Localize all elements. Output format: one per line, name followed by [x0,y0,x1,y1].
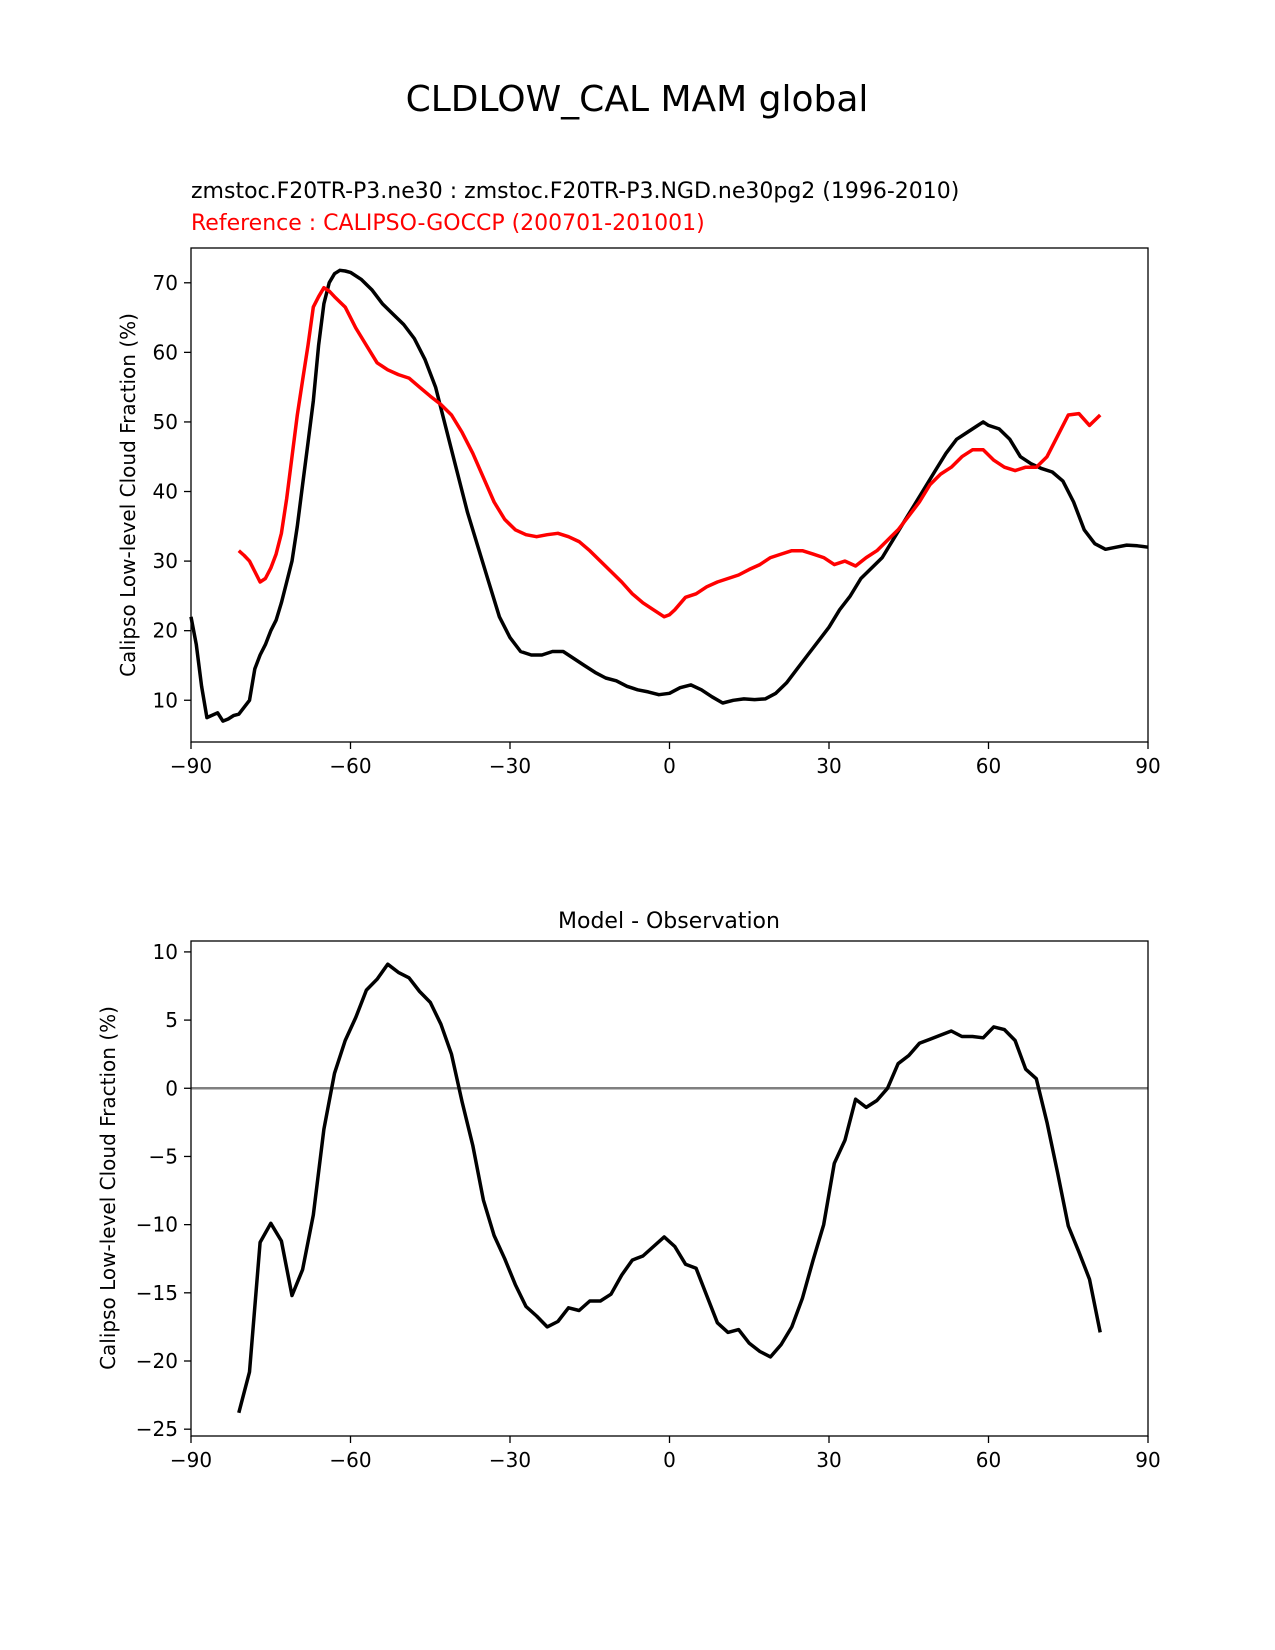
top-y-tick-label: 50 [153,410,178,434]
bottom-y-tick-label: −5 [149,1144,178,1168]
top-panel-title-test: zmstoc.F20TR-P3.ne30 : zmstoc.F20TR-P3.N… [191,179,959,204]
top-x-tick-label: −30 [489,754,531,778]
top-x-tick-label: 0 [663,754,676,778]
bottom-y-axis-label: Calipso Low-level Cloud Fraction (%) [96,1006,120,1370]
top-x-tick-label: 60 [976,754,1001,778]
bottom-y-tick-label: 5 [165,1008,178,1032]
top-y-tick-label: 60 [153,340,178,364]
bottom-x-tick-label: −90 [170,1448,212,1472]
bottom-y-tick-label: −15 [136,1281,178,1305]
bottom-panel: Model - Observation −90 −60 −30 0 30 60 90 10 5 0… [96,909,1161,1472]
bottom-x-tick-label: −60 [329,1448,371,1472]
bottom-x-tick-label: 30 [816,1448,841,1472]
top-y-tick-label: 20 [153,619,178,643]
bottom-series-line-0 [237,962,1102,1414]
top-x-tick-label: 90 [1135,754,1160,778]
top-panel-title-reference: Reference : CALIPSO-GOCCP (200701-201001… [191,211,705,236]
bottom-y-tick-label: 10 [153,940,178,964]
bottom-x-tick-label: −30 [489,1448,531,1472]
bottom-panel-title: Model - Observation [558,909,780,934]
top-y-tick-label: 10 [153,688,178,712]
bottom-y-tick-label: −25 [136,1417,178,1441]
bottom-x-tick-label: 90 [1135,1448,1160,1472]
bottom-y-tick-label: −20 [136,1349,178,1373]
top-x-tick-label: 30 [816,754,841,778]
bottom-x-tick-label: 0 [663,1448,676,1472]
top-series-line-0 [189,268,1149,723]
top-x-tick-label: −60 [329,754,371,778]
top-x-tick-label: −90 [170,754,212,778]
bottom-x-tick-label: 60 [976,1448,1001,1472]
top-panel: zmstoc.F20TR-P3.ne30 : zmstoc.F20TR-P3.N… [116,179,1161,778]
top-y-tick-label: 40 [153,480,178,504]
top-y-tick-label: 70 [153,271,178,295]
top-y-axis-label: Calipso Low-level Cloud Fraction (%) [116,313,140,677]
top-series-line-1 [237,285,1102,619]
top-y-tick-label: 30 [153,549,178,573]
bottom-y-tick-label: 0 [165,1076,178,1100]
figure-title: CLDLOW_CAL MAM global [406,79,869,120]
bottom-y-tick-label: −10 [136,1213,178,1237]
